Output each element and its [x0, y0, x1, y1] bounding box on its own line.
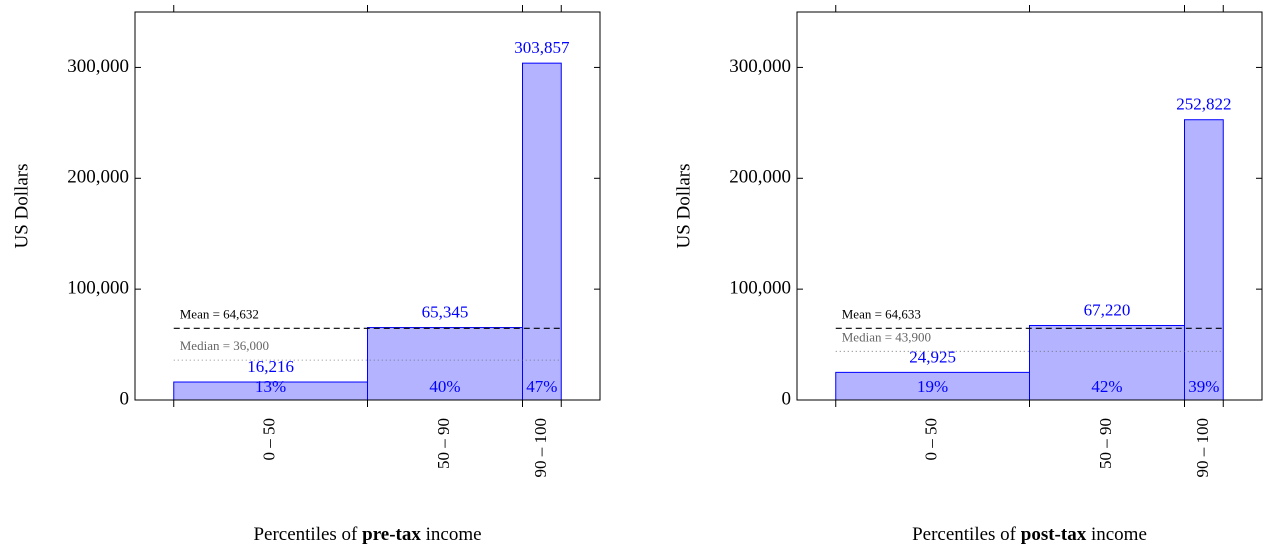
- x-axis-label-part: Percentiles of: [253, 524, 362, 545]
- y-tick-label: 100,000: [729, 278, 791, 299]
- bar: [835, 371, 1030, 401]
- reference-label: Mean = 64,633: [842, 306, 921, 321]
- value-label: 303,857: [514, 38, 570, 57]
- share-label: 47%: [526, 377, 557, 396]
- y-tick-label: 200,000: [729, 167, 791, 188]
- value-label: 67,220: [1084, 300, 1131, 319]
- y-tick-label: 200,000: [67, 167, 129, 188]
- bar: [1029, 324, 1185, 401]
- x-axis-label-part: pre-tax: [362, 524, 421, 545]
- y-tick-label: 0: [120, 388, 130, 409]
- x-category-label: 0 – 50: [260, 418, 279, 461]
- y-tick-label: 300,000: [67, 56, 129, 77]
- y-axis-label: US Dollars: [11, 164, 32, 249]
- reference-label: Median = 36,000: [180, 338, 269, 353]
- x-axis-label: Percentiles of pre-tax income: [253, 524, 481, 545]
- bar: [522, 62, 562, 401]
- x-axis-label-part: post-tax: [1021, 524, 1087, 545]
- value-label: 252,822: [1176, 95, 1231, 114]
- x-category-label: 0 – 50: [922, 418, 941, 461]
- value-label: 24,925: [909, 347, 956, 366]
- share-label: 40%: [429, 377, 460, 396]
- x-category-label: 50 – 90: [1096, 418, 1115, 469]
- x-axis-label-part: income: [421, 524, 482, 545]
- share-label: 39%: [1188, 377, 1219, 396]
- bar: [367, 327, 523, 401]
- x-axis-label-part: Percentiles of: [912, 524, 1021, 545]
- y-tick-label: 0: [782, 388, 792, 409]
- x-category-label: 50 – 90: [434, 418, 453, 469]
- x-axis-label: Percentiles of post-tax income: [912, 524, 1147, 545]
- x-category-label: 90 – 100: [531, 418, 550, 478]
- x-axis-label-part: income: [1086, 524, 1147, 545]
- reference-label: Mean = 64,632: [180, 306, 259, 321]
- x-category-label: 90 – 100: [1193, 418, 1212, 478]
- share-label: 19%: [917, 377, 948, 396]
- share-label: 13%: [255, 377, 286, 396]
- value-label: 65,345: [422, 302, 469, 321]
- value-label: 16,216: [247, 357, 294, 376]
- reference-label: Median = 43,900: [842, 329, 931, 344]
- y-tick-label: 300,000: [729, 56, 791, 77]
- y-tick-label: 100,000: [67, 278, 129, 299]
- share-label: 42%: [1091, 377, 1122, 396]
- y-axis-label: US Dollars: [673, 164, 694, 249]
- chart: 24,925 19% 0 – 50 67,220 42% 50 – 90 252,822 39…: [673, 5, 1263, 545]
- bar: [1184, 119, 1224, 401]
